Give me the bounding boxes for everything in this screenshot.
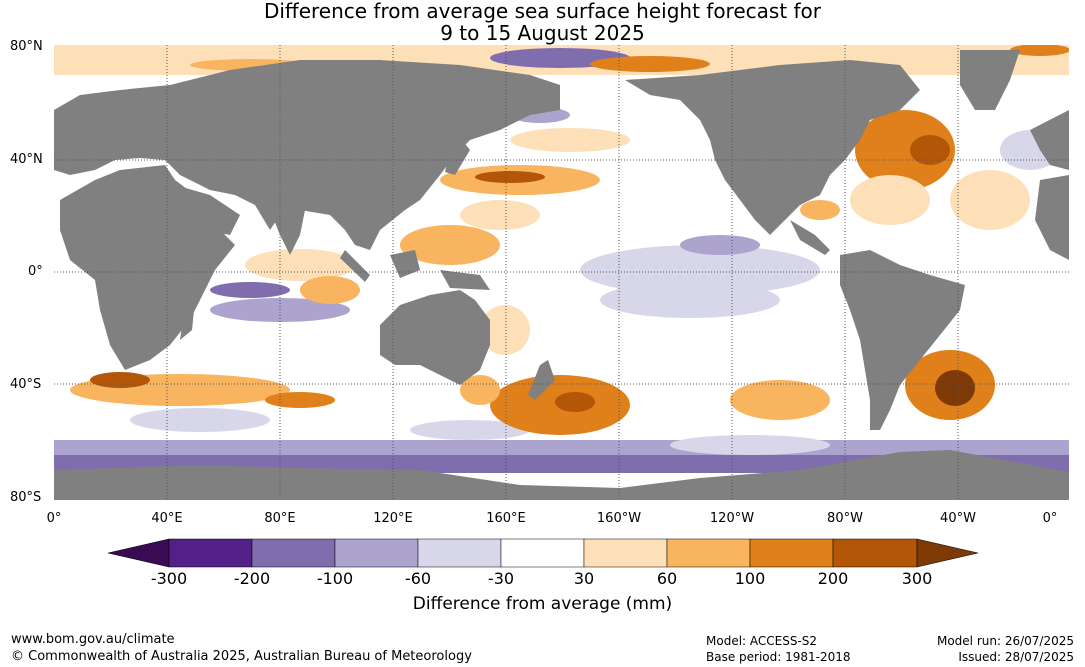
lon-label-40w: 40°W <box>940 511 976 526</box>
colorbar-segment <box>666 538 751 568</box>
land-eurasia <box>54 60 560 250</box>
model-run-date: Model run: 26/07/2025 <box>936 634 1074 648</box>
land-antarctica <box>54 450 1069 500</box>
colorbar-tick: -60 <box>404 569 432 588</box>
model-name: Model: ACCESS-S2 <box>706 634 818 648</box>
map-area <box>54 45 1069 500</box>
colorbar-segment <box>251 538 336 568</box>
land-sumatra <box>340 250 370 282</box>
land-south-america <box>840 250 965 430</box>
colorbar-title: Difference from average (mm) <box>412 594 673 614</box>
land-africa <box>60 165 235 370</box>
colorbar-segment <box>832 538 918 568</box>
base-period: Base period: 1981-2018 <box>706 650 851 664</box>
lat-label-40s: 40°S <box>10 377 42 392</box>
colorbar-tick: 60 <box>656 569 678 588</box>
lat-label-40n: 40°N <box>10 152 43 167</box>
lat-label-equator: 0° <box>28 264 43 279</box>
land-central-america <box>790 220 830 255</box>
land-western-europe <box>1030 110 1069 170</box>
colorbar-high-extension <box>916 538 979 568</box>
map-title-line2: 9 to 15 August 2025 <box>440 21 645 45</box>
colorbar-tick: 200 <box>817 569 849 588</box>
colorbar-segment <box>417 538 502 568</box>
colorbar-segment <box>749 538 834 568</box>
colorbar-tick: -200 <box>233 569 271 588</box>
colorbar-segment <box>168 538 253 568</box>
land-madagascar <box>180 300 195 340</box>
colorbar-tick: 30 <box>573 569 595 588</box>
website-link[interactable]: www.bom.gov.au/climate <box>11 632 175 647</box>
land-africa-west-edge <box>1035 175 1069 260</box>
lon-label-160w: 160°W <box>596 511 642 526</box>
colorbar-tick: -30 <box>487 569 515 588</box>
lon-label-120w: 120°W <box>709 511 755 526</box>
colorbar <box>107 538 979 568</box>
land-arabia <box>175 185 240 235</box>
colorbar-tick: -100 <box>316 569 354 588</box>
lon-label-0: 0° <box>46 511 62 526</box>
lon-label-160e: 160°E <box>486 511 526 526</box>
colorbar-tick: -300 <box>150 569 188 588</box>
lat-label-80s: 80°S <box>10 490 42 505</box>
land-india <box>270 210 305 255</box>
colorbar-tick: 300 <box>901 569 933 588</box>
land-greenland <box>960 50 1020 110</box>
colorbar-segment <box>583 538 668 568</box>
colorbar-low-extension <box>107 538 170 568</box>
graticule <box>54 45 1069 500</box>
land-new-guinea <box>440 270 490 290</box>
lon-label-80w: 80°W <box>827 511 863 526</box>
land-north-america <box>625 60 920 235</box>
land-new-zealand <box>528 360 555 400</box>
land-australia <box>380 290 490 385</box>
colorbar-segment <box>334 538 419 568</box>
copyright-text: © Commonwealth of Australia 2025, Austra… <box>11 649 472 664</box>
lon-label-80e: 80°E <box>264 511 296 526</box>
colorbar-tick: 100 <box>734 569 766 588</box>
lon-label-40e: 40°E <box>151 511 183 526</box>
lon-label-120e: 120°E <box>373 511 413 526</box>
issued-date: Issued: 28/07/2025 <box>958 650 1074 664</box>
land-masses <box>54 50 1069 500</box>
lat-label-80n: 80°N <box>10 39 43 54</box>
lon-label-0-east: 0° <box>1042 511 1058 526</box>
land-japan <box>445 140 470 175</box>
land-borneo <box>390 250 420 278</box>
colorbar-segment <box>500 538 585 568</box>
map-title-line1: Difference from average sea surface heig… <box>263 0 822 23</box>
